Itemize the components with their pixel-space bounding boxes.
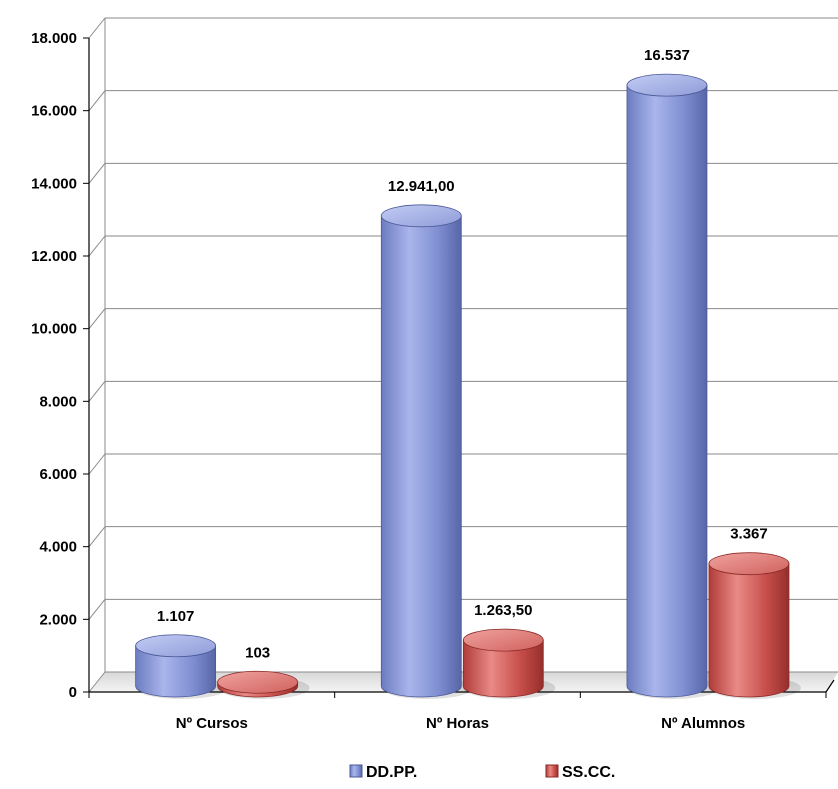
bar-body [462,639,544,698]
bar [708,552,801,699]
y-tick-label: 14.000 [31,175,77,192]
data-label: 12.941,00 [388,178,455,195]
bar [462,628,556,699]
bar [217,670,310,699]
legend-label-dd-pp: DD.PP. [366,764,417,781]
gridline-side [88,671,106,693]
bar-body [708,563,790,698]
gridline-side [88,308,106,329]
x-axis-category-labels: Nº Cursos Nº Horas Nº Alumnos [176,715,745,732]
bar [135,634,228,699]
legend-swatch-ss-cc [545,764,559,778]
bar-top [217,670,299,694]
bar-top [380,204,462,228]
data-label: 3.367 [730,526,768,543]
gridline-side [88,453,106,475]
legend-item-dd-pp: DD.PP. [349,764,417,781]
data-label: 1.107 [157,608,195,625]
bar-body [626,84,708,698]
gridline-side [88,526,106,547]
gridline-side [88,599,106,620]
bar-top [708,552,790,576]
x-category-label: Nº Alumnos [661,715,745,732]
gridline-side [88,381,106,402]
x-category-label: Nº Cursos [176,715,248,732]
y-tick-label: 16.000 [31,103,77,120]
gridline-side [88,235,106,257]
bar [626,73,719,699]
data-label: 103 [245,644,270,661]
bar-body [380,215,462,698]
y-axis-tick-labels: 0 2.000 4.000 6.000 8.000 10.000 12.000 14.000 1… [31,30,77,701]
x-category-label: Nº Horas [426,715,489,732]
legend-label-ss-cc: SS.CC. [562,764,615,781]
data-label: 16.537 [644,47,690,64]
y-tick-label: 6.000 [39,466,77,483]
data-label: 1.263,50 [474,602,532,619]
legend: DD.PP. SS.CC. [349,764,615,781]
bar-body [135,645,217,698]
y-tick-label: 0 [69,684,77,701]
y-tick-label: 8.000 [39,393,77,410]
y-tick-label: 2.000 [39,611,77,628]
bar [380,204,474,699]
legend-item-ss-cc: SS.CC. [545,764,615,781]
y-tick-label: 18.000 [31,30,77,47]
bars [135,73,801,699]
legend-swatch-dd-pp [349,764,363,778]
bar-top [135,634,217,658]
gridline-side [88,90,106,111]
gridline-side [88,163,106,184]
bar-top [462,628,544,652]
y-tick-label: 12.000 [31,248,77,265]
y-tick-label: 4.000 [39,539,77,556]
x-axis-depth-line [825,679,835,693]
bar-top [626,73,708,97]
axes [83,37,835,698]
gridline-side [88,17,106,39]
y-tick-label: 10.000 [31,321,77,338]
data-labels: 1.107 103 12.941,00 1.263,50 16.537 3.367 [157,47,768,661]
